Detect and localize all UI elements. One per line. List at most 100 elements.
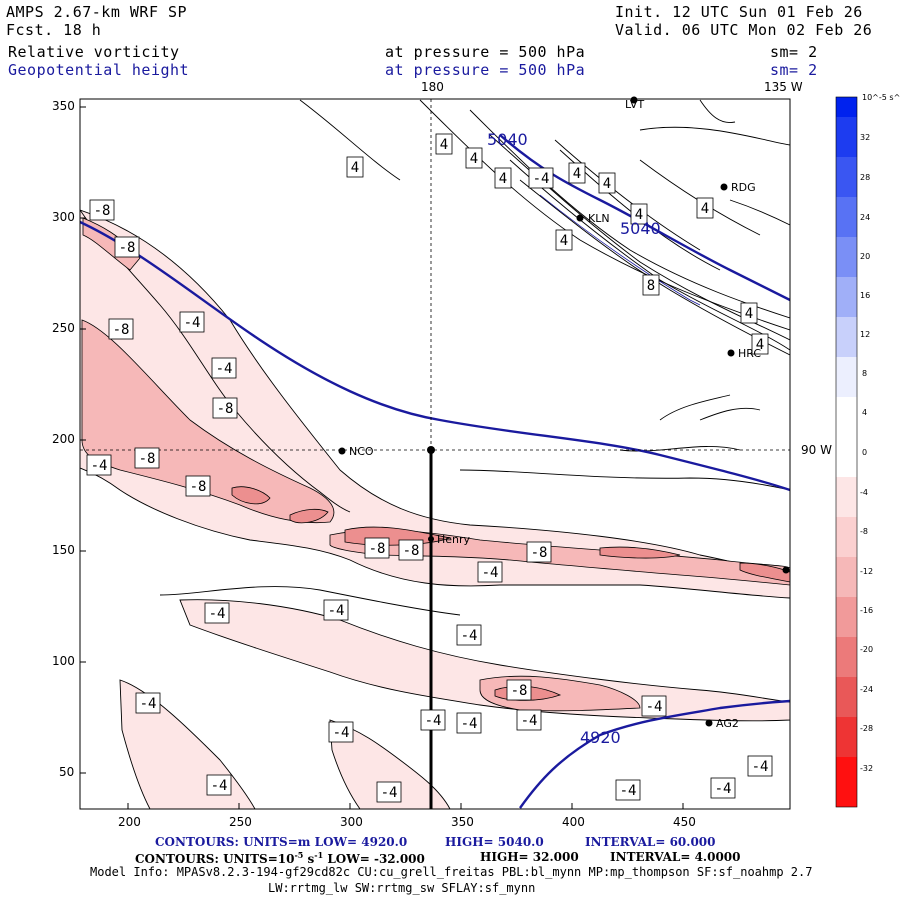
colorbar-neg16: -16 <box>860 606 874 615</box>
station-henry-marker <box>428 536 434 542</box>
svg-text:-4: -4 <box>216 361 233 377</box>
svg-text:-4: -4 <box>184 315 201 331</box>
y-tick-150: 150 <box>52 543 75 557</box>
footer-vort-low: LOW= -32.000 <box>323 852 425 866</box>
x-tick-200: 200 <box>118 815 141 829</box>
station-rdg-label: RDG <box>731 181 756 194</box>
colorbar-8: 8 <box>862 369 868 378</box>
colorbar-24: 24 <box>860 213 871 222</box>
svg-text:8: 8 <box>647 278 655 294</box>
footer-vort-interval: INTERVAL= 4.0000 <box>610 850 741 864</box>
x-tick-350: 350 <box>451 815 474 829</box>
colorbar-0: 0 <box>862 448 868 457</box>
field1-title: Relative vorticity <box>8 43 180 61</box>
svg-text:-8: -8 <box>190 479 207 495</box>
svg-text:4: 4 <box>573 166 581 182</box>
svg-text:-4: -4 <box>381 785 398 801</box>
station-lvt-label: LVT <box>625 98 645 111</box>
station-hrc-label: HRC <box>738 347 762 360</box>
station-rdg-marker <box>720 183 728 191</box>
height-label-5040-b: 5040 <box>620 219 661 238</box>
valid-time: Valid. 06 UTC Mon 02 Feb 26 <box>615 21 873 39</box>
field2-smoothing: sm= 2 <box>770 61 818 79</box>
svg-text:4: 4 <box>470 151 478 167</box>
svg-text:4: 4 <box>603 176 611 192</box>
init-time: Init. 12 UTC Sun 01 Feb 26 <box>615 3 863 21</box>
station-ag2-label: AG2 <box>716 717 739 730</box>
x-tick-450: 450 <box>673 815 696 829</box>
footer-vort-units: CONTOURS: UNITS=10-5 s-1 LOW= -32.000 <box>135 850 425 866</box>
colorbar-16: 16 <box>860 291 871 300</box>
colorbar-4: 4 <box>862 408 868 417</box>
svg-text:-8: -8 <box>403 543 420 559</box>
svg-text:-4: -4 <box>752 759 769 775</box>
svg-text:-8: -8 <box>531 545 548 561</box>
station-kln-label: KLN <box>588 212 610 225</box>
footer-model-info-2: LW:rrtmg_lw SW:rrtmg_sw SFLAY:sf_mynn <box>268 881 536 895</box>
forecast-hour: Fcst. 18 h <box>6 21 102 39</box>
svg-text:-4: -4 <box>620 783 637 799</box>
field2-pressure: at pressure = 500 hPa <box>385 61 586 79</box>
y-tick-350: 350 <box>52 99 75 113</box>
colorbar-neg12: -12 <box>860 567 874 576</box>
vorticity-fills <box>80 99 790 809</box>
svg-text:4: 4 <box>560 233 568 249</box>
svg-text:-4: -4 <box>533 171 550 187</box>
svg-text:-4: -4 <box>211 778 228 794</box>
footer-model-info: Model Info: MPASv8.2.3-194-gf29cd82c CU:… <box>90 865 813 879</box>
footer-height-interval: INTERVAL= 60.000 <box>585 835 716 849</box>
footer-vort-units-text: CONTOURS: UNITS=10 <box>135 852 295 866</box>
svg-text:-8: -8 <box>119 240 136 256</box>
stations <box>338 96 790 727</box>
footer-height-high: HIGH= 5040.0 <box>445 835 544 849</box>
svg-text:-4: -4 <box>715 781 732 797</box>
colorbar-neg8: -8 <box>860 527 868 536</box>
height-label-5040-a: 5040 <box>487 130 528 149</box>
x-tick-250: 250 <box>229 815 252 829</box>
colorbar-28: 28 <box>860 173 871 182</box>
svg-text:-4: -4 <box>461 628 478 644</box>
colorbar-20: 20 <box>860 252 871 261</box>
svg-text:-4: -4 <box>425 713 442 729</box>
svg-text:4: 4 <box>756 337 764 353</box>
y-tick-300: 300 <box>52 210 75 224</box>
station-nco-marker <box>338 447 346 455</box>
svg-text:-4: -4 <box>91 458 108 474</box>
colorbar-neg32: -32 <box>860 764 874 773</box>
height-label-4920: 4920 <box>580 728 621 747</box>
y-tick-250: 250 <box>52 321 75 335</box>
svg-text:-8: -8 <box>139 451 156 467</box>
station-kln-marker <box>576 214 584 222</box>
label-lon-180: 180 <box>421 80 444 94</box>
svg-text:-4: -4 <box>333 725 350 741</box>
y-tick-200: 200 <box>52 432 75 446</box>
footer-vort-exp: -5 <box>294 850 304 860</box>
axis-ticks <box>80 106 684 809</box>
svg-text:4: 4 <box>499 171 507 187</box>
field1-smoothing: sm= 2 <box>770 43 818 61</box>
colorbar-neg4: -4 <box>860 488 868 497</box>
height-contours <box>80 134 790 809</box>
field2-title: Geopotential height <box>8 61 190 79</box>
svg-text:-4: -4 <box>482 565 499 581</box>
footer-vort-units-s: s <box>303 852 315 866</box>
station-edge-marker <box>782 566 790 574</box>
field1-pressure: at pressure = 500 hPa <box>385 43 586 61</box>
footer-height-units: CONTOURS: UNITS=m LOW= 4920.0 <box>155 835 408 849</box>
svg-text:-4: -4 <box>521 713 538 729</box>
label-lon-135w: 135 W <box>764 80 803 94</box>
y-tick-100: 100 <box>52 654 75 668</box>
station-ag2-marker <box>705 719 713 727</box>
svg-text:-8: -8 <box>113 322 130 338</box>
plot-frame <box>79 98 791 810</box>
svg-text:4: 4 <box>701 201 709 217</box>
svg-text:-4: -4 <box>646 699 663 715</box>
svg-text:-8: -8 <box>511 683 528 699</box>
colorbar-neg20: -20 <box>860 645 874 654</box>
svg-text:-4: -4 <box>140 696 157 712</box>
svg-text:-8: -8 <box>94 203 111 219</box>
station-track-start-marker <box>427 446 435 454</box>
svg-text:-8: -8 <box>217 401 234 417</box>
svg-text:-4: -4 <box>328 603 345 619</box>
